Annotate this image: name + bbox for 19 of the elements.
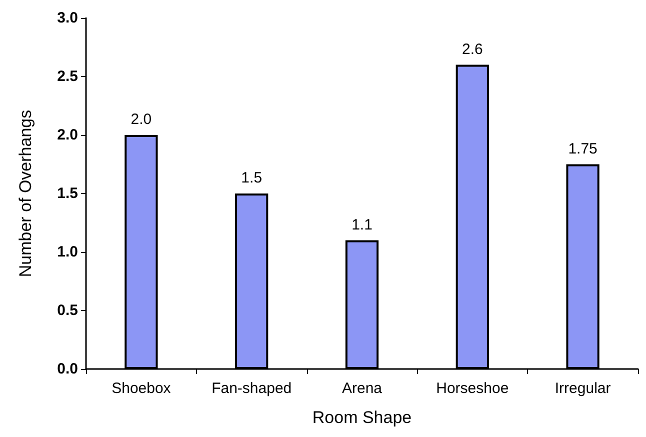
y-tick-label: 3.0 <box>57 10 78 26</box>
data-label: 1.1 <box>352 216 372 234</box>
y-tick-label: 1.5 <box>57 185 78 202</box>
x-tick-label: Arena <box>342 380 383 397</box>
y-axis-title: Number of Overhangs <box>16 110 35 278</box>
x-tick-label: Fan-shaped <box>212 380 292 397</box>
x-axis-title: Room Shape <box>312 408 412 427</box>
x-tick-label: Horseshoe <box>436 380 509 397</box>
data-label: 1.5 <box>241 170 262 186</box>
y-tick-label: 1.0 <box>57 244 78 260</box>
data-label: 2.0 <box>130 111 152 128</box>
y-tick-label: 2.0 <box>57 126 78 144</box>
x-tick-label: Shoebox <box>112 380 172 397</box>
x-tick-label: Irregular <box>554 380 611 397</box>
data-label: 2.6 <box>462 40 483 58</box>
y-tick-label: 0.5 <box>57 302 78 319</box>
data-label: 1.75 <box>568 140 598 158</box>
y-tick-label: 0.0 <box>57 360 78 378</box>
y-tick-label: 2.5 <box>57 68 78 85</box>
